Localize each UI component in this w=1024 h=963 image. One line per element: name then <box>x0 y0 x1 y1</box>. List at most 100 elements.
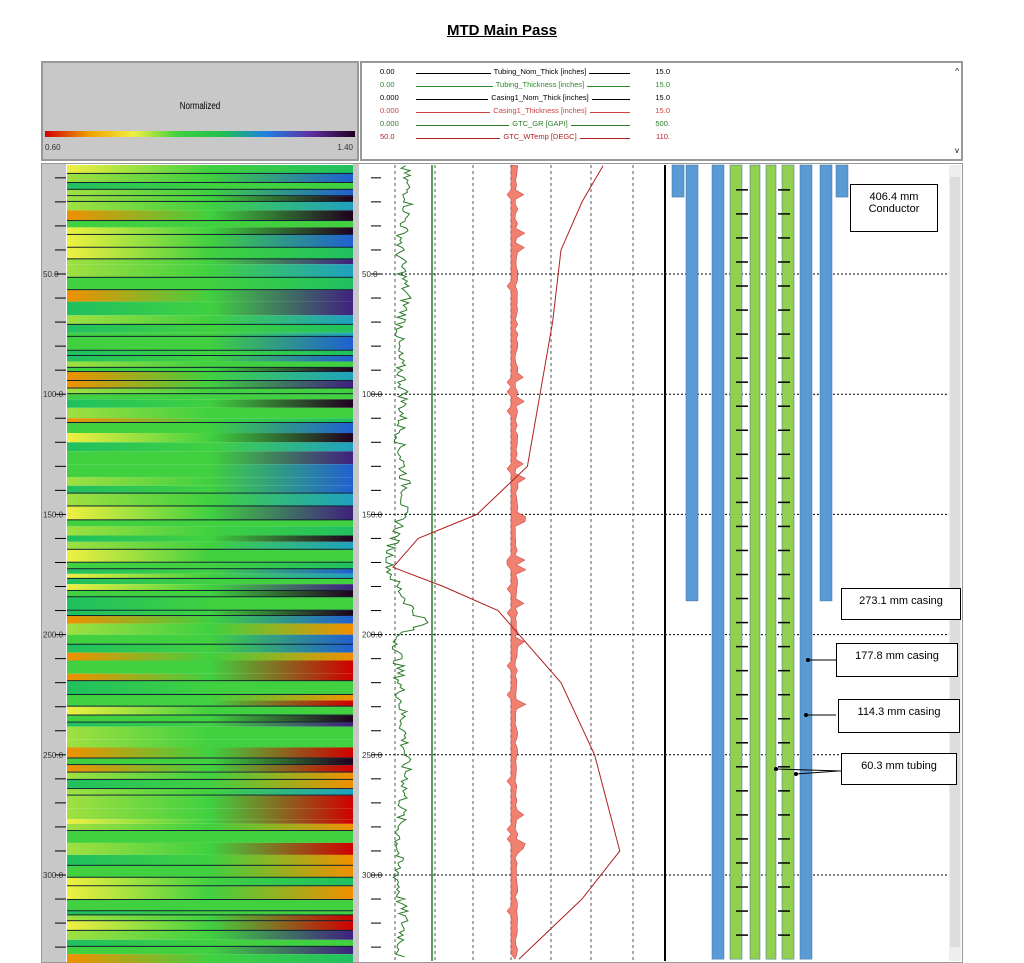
heatmap-line <box>67 492 353 494</box>
legend-name: Casing1_Nom_Thick [inches] <box>488 93 592 102</box>
heatmap-band <box>67 442 353 452</box>
scroll-up-icon[interactable]: ^ <box>955 67 959 76</box>
heatmap-line <box>67 764 353 766</box>
colorbar <box>45 131 355 137</box>
heatmap-band <box>67 520 353 527</box>
heatmap-line <box>67 885 353 887</box>
conductor-pipe <box>671 164 685 198</box>
heatmap-band <box>67 388 353 395</box>
heatmap-band <box>67 247 353 260</box>
legend-max: 110. <box>655 132 670 141</box>
heatmap-line <box>67 899 353 901</box>
heatmap-line <box>67 387 353 389</box>
heatmap-band <box>67 165 353 174</box>
heatmap-line <box>67 794 353 796</box>
heatmap-band <box>67 332 353 337</box>
heatmap-line <box>67 258 353 260</box>
heatmap-band <box>67 597 353 611</box>
heatmap-band <box>67 477 353 486</box>
heatmap-line <box>67 220 353 222</box>
heatmap-band <box>67 196 353 202</box>
heatmap-line <box>67 757 353 759</box>
heatmap-band <box>67 418 353 424</box>
heatmap-band <box>67 590 353 598</box>
colorbar-max: 1.40 <box>337 143 353 152</box>
heatmap-band <box>67 485 353 494</box>
heatmap-band <box>67 549 353 563</box>
heatmap-band <box>67 227 353 235</box>
heatmap-band <box>67 900 353 912</box>
depth-tick-label: 250.0 <box>43 751 64 760</box>
legend-entry: 0.00 Tubing_Thickness [inches] 15.0 <box>380 80 670 92</box>
heatmap-band <box>67 681 353 695</box>
heatmap-band <box>67 350 353 357</box>
heatmap-band <box>67 210 353 222</box>
heatmap-band <box>67 407 353 419</box>
gr-curve <box>384 165 429 958</box>
heatmap-line <box>67 589 353 592</box>
heatmap-band <box>67 954 353 963</box>
heatmap-band <box>67 877 353 887</box>
legend-max: 15.0 <box>655 93 670 102</box>
depth-tick-label: 300.0 <box>43 871 64 880</box>
heatmap-line <box>67 778 353 781</box>
heatmap-band <box>67 946 353 955</box>
heatmap-band <box>67 451 353 465</box>
heatmap-band <box>67 865 353 878</box>
heatmap-band <box>67 493 353 507</box>
heatmap-line <box>67 693 353 696</box>
heatmap-band <box>67 616 353 624</box>
heatmap-band <box>67 758 353 766</box>
heatmap-band <box>67 578 353 585</box>
heatmap-line <box>67 929 353 932</box>
depth-tick-label: 150.0 <box>43 510 64 519</box>
heatmap-band <box>67 541 353 550</box>
legend-entry: 0.000 GTC_GR [GAPI] 500. <box>380 119 670 131</box>
heatmap-line <box>67 788 353 790</box>
heatmap-band <box>67 808 353 820</box>
legend-max: 15.0 <box>655 106 670 115</box>
legend-min: 0.00 <box>380 67 395 76</box>
heatmap-band <box>67 526 353 536</box>
heatmap-band <box>67 673 353 682</box>
depth-tick-label: 50.0 <box>43 270 59 279</box>
heatmap-line <box>67 289 353 291</box>
heatmap-band <box>67 739 353 748</box>
scroll-down-icon[interactable]: v <box>955 146 959 155</box>
legend-min: 0.000 <box>380 93 399 102</box>
heatmap-line <box>67 188 353 191</box>
scrollbar-thumb[interactable] <box>950 177 960 947</box>
heatmap-band <box>67 644 353 653</box>
legend-min: 0.000 <box>380 106 399 115</box>
heatmap-band <box>67 584 353 591</box>
depth-tick-label: 50.0 <box>362 270 378 279</box>
heatmap-band <box>67 264 353 278</box>
heatmap-band <box>67 234 353 248</box>
legend-name: Tubing_Thickness [inches] <box>492 80 588 89</box>
heatmap-band <box>67 433 353 443</box>
heatmap-band <box>67 634 353 645</box>
heatmap-band <box>67 842 353 855</box>
heatmap-band <box>67 221 353 228</box>
legend-entry: 0.00 Tubing_Nom_Thick [inches] 15.0 <box>380 67 670 79</box>
heatmap-band <box>67 726 353 740</box>
heatmap-line <box>67 577 353 580</box>
heatmap-band <box>67 831 353 843</box>
heatmap-line <box>67 323 353 326</box>
heatmap-line <box>67 349 353 351</box>
arrow-head <box>806 658 810 662</box>
separator <box>353 164 359 962</box>
heatmap-line <box>67 615 353 617</box>
legend-name: Tubing_Nom_Thick [inches] <box>490 67 590 76</box>
heatmap-line <box>67 335 353 338</box>
casing-177-pipe <box>711 164 725 960</box>
heatmap-band <box>67 381 353 389</box>
heatmap-band <box>67 747 353 759</box>
heatmap-band <box>67 301 353 316</box>
heatmap-band <box>67 779 353 790</box>
heatmap-line <box>67 233 353 236</box>
heatmap-line <box>67 609 353 611</box>
heatmap-line <box>67 830 353 832</box>
annotation-arrow <box>795 770 839 775</box>
heatmap-band <box>67 854 353 866</box>
